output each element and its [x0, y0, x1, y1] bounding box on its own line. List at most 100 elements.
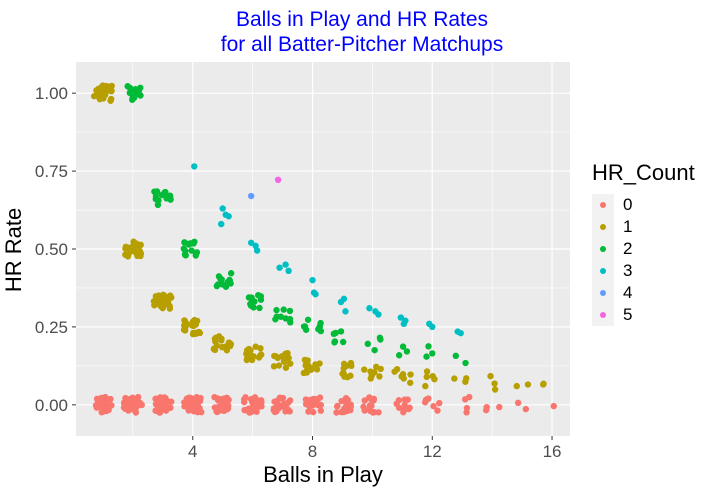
legend-item-0: 0 [592, 194, 695, 216]
data-point-hr-1 [423, 368, 431, 375]
data-point-hr-1 [391, 368, 398, 375]
chart-title-line-2: for all Batter-Pitcher Matchups [220, 33, 504, 56]
legend-label: 0 [623, 195, 633, 214]
data-point-hr-0 [430, 402, 437, 410]
data-point-hr-2 [256, 304, 263, 312]
data-point-hr-1 [282, 350, 289, 357]
y-axis-ticks: 0.00 0.25 0.50 0.75 1.00 [35, 84, 76, 415]
data-point-hr-0 [483, 403, 490, 411]
data-point-hr-1 [190, 329, 197, 337]
data-point-hr-1 [127, 246, 134, 254]
data-point-hr-2 [224, 279, 231, 286]
data-point-hr-0 [496, 403, 503, 411]
data-point-hr-0 [107, 395, 114, 403]
data-point-hr-1 [340, 365, 347, 372]
data-point-hr-2 [282, 315, 289, 322]
legend-swatch [600, 312, 606, 318]
data-point-hr-1 [361, 366, 368, 373]
data-point-hr-0 [181, 399, 188, 406]
data-point-hr-1 [300, 369, 308, 377]
data-point-hr-0 [97, 403, 105, 410]
data-point-hr-2 [154, 201, 162, 209]
legend-title: HR_Count [592, 160, 695, 185]
data-point-hr-3 [340, 295, 348, 303]
y-tick-label: 0.25 [35, 318, 68, 337]
data-point-hr-2 [218, 276, 225, 283]
data-point-hr-0 [217, 402, 225, 409]
data-point-hr-1 [100, 95, 107, 102]
data-point-hr-0 [124, 396, 132, 404]
data-point-hr-2 [425, 343, 432, 350]
data-point-hr-1 [248, 352, 256, 360]
data-point-hr-0 [463, 404, 471, 412]
data-point-hr-3 [225, 213, 232, 220]
x-tick-label: 12 [423, 442, 442, 461]
data-point-hr-0 [309, 408, 317, 416]
data-point-hr-1 [270, 363, 278, 370]
data-point-hr-3 [285, 267, 292, 275]
data-point-hr-0 [317, 407, 325, 414]
data-point-hr-0 [277, 402, 285, 410]
legend-item-2: 2 [592, 238, 695, 260]
data-point-hr-0 [196, 397, 204, 405]
data-point-hr-1 [156, 301, 163, 308]
data-point-hr-1 [161, 297, 168, 305]
data-point-hr-2 [331, 338, 339, 345]
data-point-hr-1 [423, 373, 430, 381]
data-point-hr-0 [367, 395, 375, 403]
legend-key [592, 194, 614, 216]
data-point-hr-0 [247, 405, 254, 413]
data-point-hr-3 [218, 220, 225, 228]
data-point-hr-1 [407, 379, 414, 386]
data-point-hr-2 [272, 316, 279, 323]
data-point-hr-2 [188, 247, 195, 254]
legend-key [592, 260, 614, 282]
x-tick-label: 4 [188, 442, 197, 461]
data-point-hr-2 [403, 348, 411, 355]
data-point-hr-1 [195, 328, 203, 336]
data-point-hr-1 [243, 355, 251, 362]
legend-label: 5 [623, 305, 633, 324]
data-point-hr-1 [275, 362, 283, 369]
data-point-hr-0 [191, 399, 198, 407]
y-tick-label: 1.00 [35, 84, 68, 103]
data-point-hr-1 [256, 352, 264, 359]
y-tick-label: 0.75 [35, 162, 68, 181]
legend-swatch [600, 290, 606, 296]
legend-swatch [600, 202, 606, 208]
data-point-hr-2 [429, 350, 436, 357]
data-point-hr-4 [247, 192, 255, 200]
data-point-hr-0 [240, 396, 248, 403]
data-point-hr-3 [219, 205, 226, 212]
x-axis-ticks: 4 8 12 16 [188, 436, 561, 461]
data-point-hr-1 [524, 381, 532, 388]
data-point-hr-0 [276, 394, 284, 401]
data-point-hr-0 [254, 397, 262, 404]
data-point-hr-3 [402, 317, 409, 324]
data-point-hr-0 [161, 394, 168, 401]
data-point-hr-0 [434, 407, 441, 414]
data-point-hr-2 [213, 282, 221, 290]
data-point-hr-1 [304, 357, 311, 364]
data-point-hr-0 [128, 402, 135, 410]
data-point-hr-0 [220, 407, 228, 415]
data-point-hr-0 [361, 397, 368, 404]
data-point-hr-1 [367, 375, 374, 382]
data-point-hr-0 [132, 409, 140, 416]
y-tick-label: 0.00 [35, 396, 68, 415]
x-axis-title: Balls in Play [263, 462, 383, 487]
data-point-hr-0 [368, 402, 375, 409]
data-point-hr-2 [330, 330, 338, 338]
data-point-hr-0 [514, 399, 522, 407]
data-point-hr-1 [422, 382, 429, 390]
data-point-hr-2 [134, 90, 142, 98]
data-point-hr-0 [425, 395, 432, 402]
data-point-hr-0 [316, 394, 324, 401]
data-point-hr-0 [271, 405, 278, 413]
data-point-hr-0 [247, 396, 255, 403]
data-point-hr-1 [347, 372, 354, 379]
data-point-hr-1 [316, 360, 323, 367]
data-point-hr-1 [513, 382, 520, 390]
data-point-hr-0 [198, 408, 205, 416]
data-point-hr-2 [317, 319, 324, 327]
